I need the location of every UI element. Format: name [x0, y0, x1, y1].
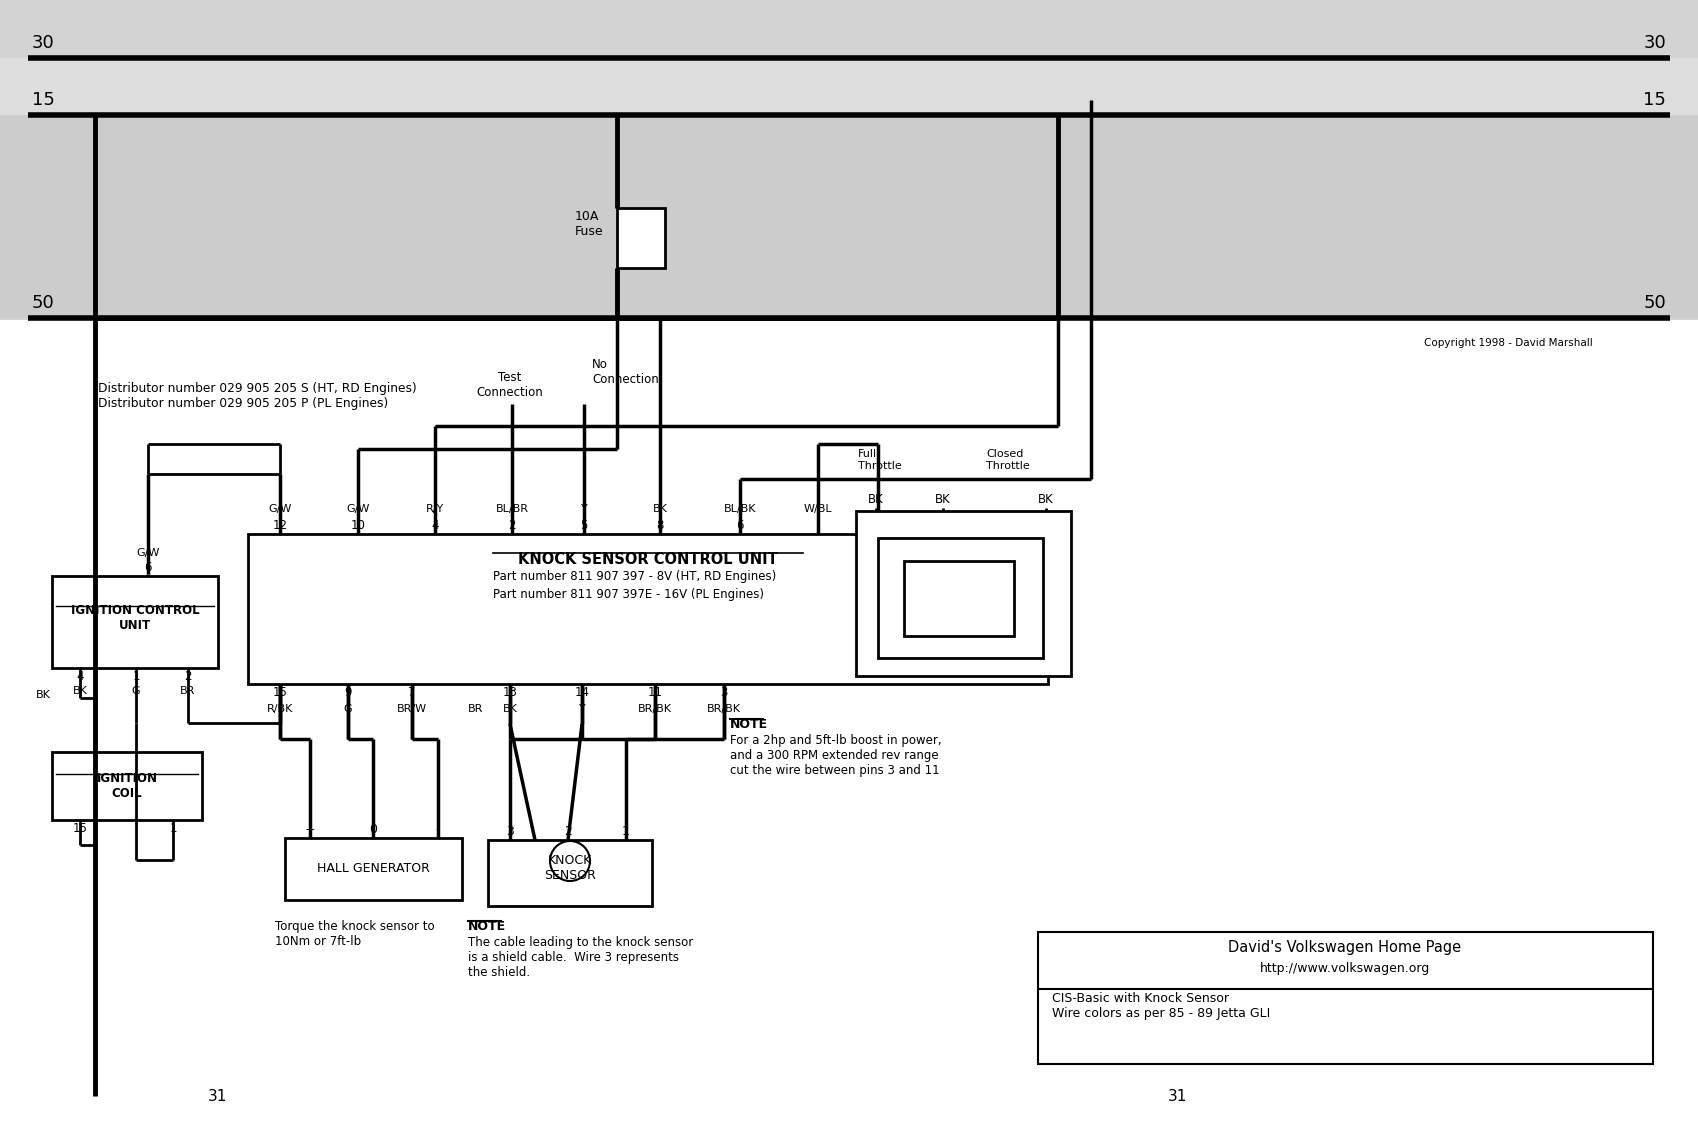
Bar: [0, 58, 1698, 115]
Text: NOTE: NOTE: [469, 921, 506, 933]
Text: G: G: [132, 686, 141, 696]
Text: KNOCK SENSOR CONTROL UNIT: KNOCK SENSOR CONTROL UNIT: [518, 552, 778, 566]
Text: Closed
Throttle: Closed Throttle: [987, 450, 1029, 471]
Text: G: G: [343, 704, 351, 714]
Text: 4: 4: [431, 519, 438, 532]
Text: Y: Y: [579, 704, 586, 714]
Text: 13: 13: [503, 686, 518, 699]
Bar: [856, 511, 1071, 676]
Text: 6: 6: [144, 561, 151, 574]
Text: IGNITION
COIL: IGNITION COIL: [97, 772, 158, 800]
Text: 14: 14: [574, 686, 589, 699]
Text: R/BK: R/BK: [267, 704, 294, 714]
Text: Test
Connection: Test Connection: [477, 371, 543, 399]
Text: BL/BK: BL/BK: [723, 504, 756, 514]
Text: G/W: G/W: [346, 504, 370, 514]
Text: Part number 811 907 397 - 8V (HT, RD Engines): Part number 811 907 397 - 8V (HT, RD Eng…: [492, 570, 776, 583]
Text: 50: 50: [32, 294, 54, 312]
Text: 15: 15: [273, 686, 287, 699]
Text: Torque the knock sensor to
10Nm or 7ft-lb: Torque the knock sensor to 10Nm or 7ft-l…: [275, 921, 435, 948]
Text: 6: 6: [737, 519, 744, 532]
Text: KNOCK
SENSOR: KNOCK SENSOR: [543, 854, 596, 882]
Text: 4: 4: [76, 670, 83, 683]
Text: BL/BR: BL/BR: [496, 504, 528, 514]
Text: No
Connection: No Connection: [593, 359, 659, 386]
Text: The cable leading to the knock sensor
is a shield cable.  Wire 3 represents
the : The cable leading to the knock sensor is…: [469, 936, 693, 979]
Text: BK: BK: [652, 504, 667, 514]
Bar: [0, 320, 1698, 1124]
Text: 10A
Fuse: 10A Fuse: [576, 210, 603, 238]
Text: 2: 2: [508, 519, 516, 532]
Text: 15: 15: [1644, 91, 1666, 109]
Text: 0: 0: [368, 823, 377, 836]
Text: Y: Y: [581, 504, 588, 514]
Text: BR/BK: BR/BK: [706, 704, 740, 714]
Text: 2: 2: [185, 670, 192, 683]
Text: W/BL: W/BL: [803, 504, 832, 514]
Text: 12: 12: [272, 519, 287, 532]
Text: 10: 10: [350, 519, 365, 532]
Text: HALL GENERATOR: HALL GENERATOR: [316, 862, 430, 876]
Text: BK: BK: [936, 493, 951, 506]
Text: 30: 30: [1644, 34, 1666, 52]
Text: BK: BK: [503, 704, 518, 714]
Text: 2: 2: [564, 825, 572, 839]
Text: Copyright 1998 - David Marshall: Copyright 1998 - David Marshall: [1425, 338, 1593, 348]
Text: 31: 31: [209, 1089, 228, 1104]
Bar: [487, 840, 652, 906]
Text: Distributor number 029 905 205 S (HT, RD Engines)
Distributor number 029 905 205: Distributor number 029 905 205 S (HT, RD…: [98, 382, 416, 410]
Text: 50: 50: [1644, 294, 1666, 312]
Text: For a 2hp and 5ft-lb boost in power,
and a 300 RPM extended rev range
cut the wi: For a 2hp and 5ft-lb boost in power, and…: [730, 734, 942, 777]
Text: BK: BK: [36, 690, 51, 700]
Text: 3: 3: [506, 825, 514, 839]
Text: +: +: [304, 823, 316, 836]
Text: 8: 8: [657, 519, 664, 532]
Text: NOTE: NOTE: [730, 718, 767, 731]
Text: Full
Throttle: Full Throttle: [857, 450, 902, 471]
Text: 11: 11: [647, 686, 662, 699]
Text: BR: BR: [469, 704, 484, 714]
Text: BR: BR: [180, 686, 195, 696]
Bar: [248, 534, 1048, 685]
Bar: [285, 839, 462, 900]
Bar: [616, 208, 666, 268]
Text: 1: 1: [621, 825, 630, 839]
Bar: [0, 115, 1698, 318]
Text: Part number 811 907 397E - 16V (PL Engines): Part number 811 907 397E - 16V (PL Engin…: [492, 588, 764, 601]
Text: BK: BK: [1037, 493, 1054, 506]
Text: 1: 1: [132, 670, 139, 683]
Text: 15: 15: [73, 822, 87, 835]
Text: BK: BK: [868, 493, 885, 506]
Text: G/W: G/W: [136, 549, 160, 558]
Text: David's Volkswagen Home Page: David's Volkswagen Home Page: [1228, 940, 1462, 955]
Text: IGNITION CONTROL
UNIT: IGNITION CONTROL UNIT: [71, 604, 199, 632]
Bar: [1037, 932, 1652, 1064]
Text: 7: 7: [408, 686, 416, 699]
Bar: [903, 561, 1014, 636]
Text: BK: BK: [73, 686, 87, 696]
Text: 3: 3: [720, 686, 728, 699]
Text: 1: 1: [170, 822, 177, 835]
Text: BR/BK: BR/BK: [638, 704, 672, 714]
Bar: [53, 575, 217, 668]
Text: 15: 15: [32, 91, 54, 109]
Text: 30: 30: [32, 34, 54, 52]
Text: CIS-Basic with Knock Sensor
Wire colors as per 85 - 89 Jetta GLI: CIS-Basic with Knock Sensor Wire colors …: [1053, 992, 1270, 1019]
Text: -: -: [436, 823, 440, 836]
Text: http://www.volkswagen.org: http://www.volkswagen.org: [1260, 962, 1430, 975]
Text: BR/W: BR/W: [397, 704, 428, 714]
Text: R/Y: R/Y: [426, 504, 445, 514]
Text: 31: 31: [1168, 1089, 1187, 1104]
Text: G/W: G/W: [268, 504, 292, 514]
Bar: [878, 538, 1043, 658]
Text: 5: 5: [581, 519, 588, 532]
Text: 9: 9: [345, 686, 351, 699]
Bar: [53, 752, 202, 821]
